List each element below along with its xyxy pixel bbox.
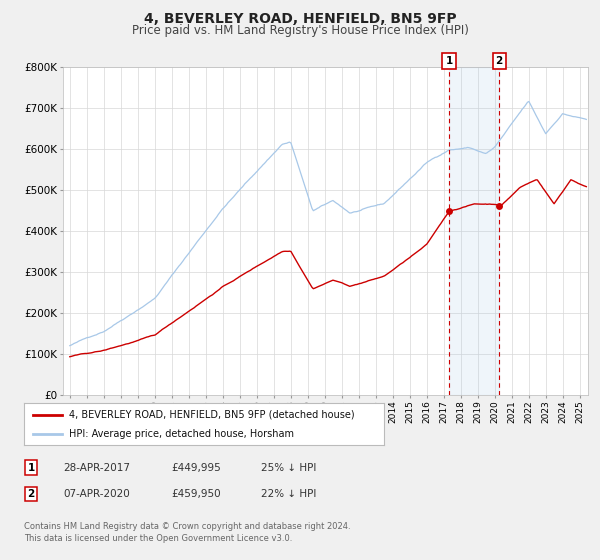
Text: 07-APR-2020: 07-APR-2020 — [63, 489, 130, 499]
Text: 25% ↓ HPI: 25% ↓ HPI — [261, 463, 316, 473]
Text: 22% ↓ HPI: 22% ↓ HPI — [261, 489, 316, 499]
Text: 1: 1 — [445, 55, 452, 66]
Text: Contains HM Land Registry data © Crown copyright and database right 2024.
This d: Contains HM Land Registry data © Crown c… — [24, 522, 350, 543]
Text: 28-APR-2017: 28-APR-2017 — [63, 463, 130, 473]
Text: £459,950: £459,950 — [171, 489, 221, 499]
Text: Price paid vs. HM Land Registry's House Price Index (HPI): Price paid vs. HM Land Registry's House … — [131, 24, 469, 36]
Bar — [449, 67, 499, 395]
Text: £449,995: £449,995 — [171, 463, 221, 473]
Text: 2: 2 — [496, 55, 503, 66]
Text: HPI: Average price, detached house, Horsham: HPI: Average price, detached house, Hors… — [69, 429, 294, 439]
Text: 2: 2 — [28, 489, 35, 499]
Text: 1: 1 — [28, 463, 35, 473]
Text: 4, BEVERLEY ROAD, HENFIELD, BN5 9FP (detached house): 4, BEVERLEY ROAD, HENFIELD, BN5 9FP (det… — [69, 409, 355, 419]
Text: 4, BEVERLEY ROAD, HENFIELD, BN5 9FP: 4, BEVERLEY ROAD, HENFIELD, BN5 9FP — [143, 12, 457, 26]
